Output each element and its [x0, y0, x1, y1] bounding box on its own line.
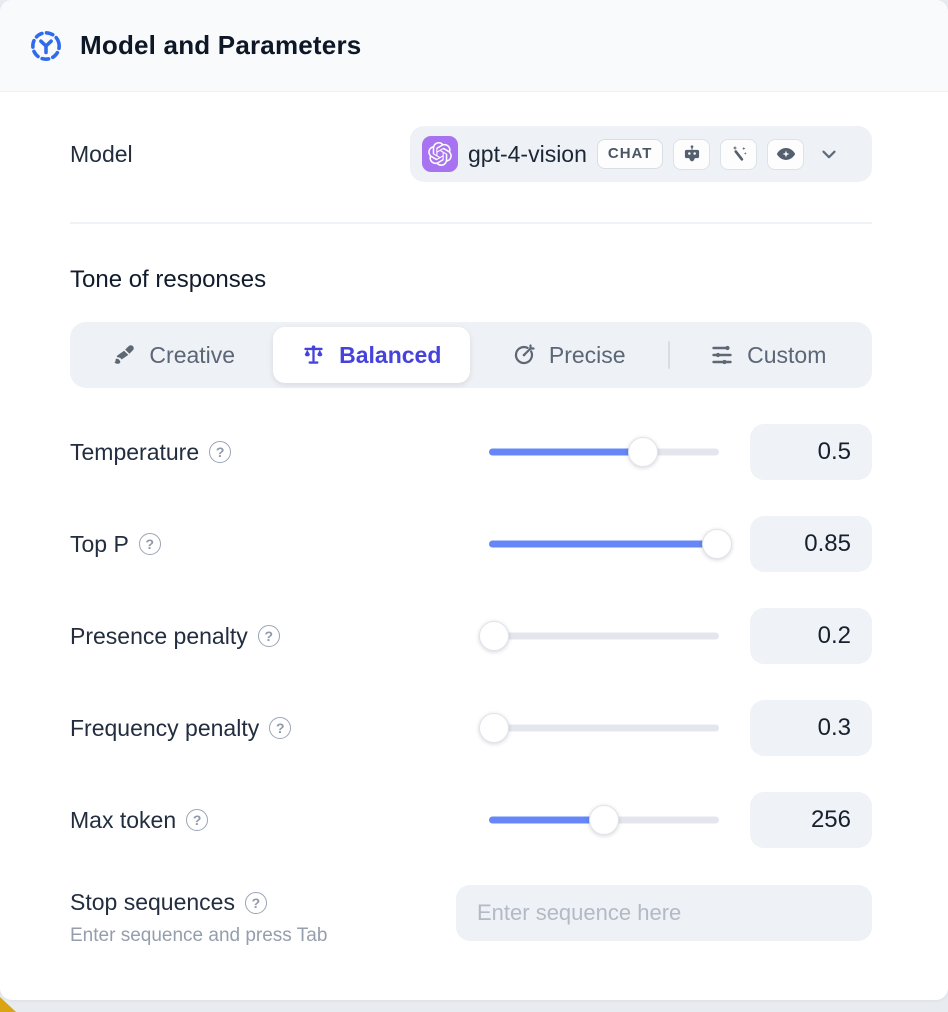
param-row-presence-penalty: Presence penalty ? 0.2 [70, 608, 872, 664]
param-row-top-p: Top P ? 0.85 [70, 516, 872, 572]
temperature-slider[interactable] [489, 437, 719, 467]
frequency-penalty-slider[interactable] [478, 713, 719, 743]
slider-thumb[interactable] [628, 437, 659, 467]
help-icon[interactable]: ? [269, 717, 292, 739]
temperature-value: 0.5 [750, 424, 872, 480]
tab-label: Custom [747, 341, 827, 368]
tab-custom[interactable]: Custom [670, 327, 868, 383]
max-token-value: 256 [750, 792, 872, 848]
sliders-icon [710, 343, 734, 367]
section-divider [70, 222, 872, 224]
param-row-frequency-penalty: Frequency penalty ? 0.3 [70, 700, 872, 756]
tab-label: Creative [149, 341, 236, 368]
temperature-label: Temperature [70, 438, 200, 465]
frequency-penalty-value: 0.3 [750, 700, 872, 756]
vision-eye-icon [767, 138, 805, 170]
help-icon[interactable]: ? [186, 809, 209, 831]
slider-fill [489, 540, 717, 548]
panel-header: Model and Parameters [0, 0, 948, 92]
paintbrush-icon [112, 343, 136, 367]
openai-logo [422, 136, 458, 172]
selected-model-name: gpt-4-vision [468, 140, 587, 167]
top-p-slider[interactable] [489, 529, 732, 559]
model-select-dropdown[interactable]: gpt-4-vision CHAT [410, 126, 872, 182]
presence-penalty-slider[interactable] [478, 621, 719, 651]
model-type-badge: CHAT [596, 139, 664, 169]
tone-heading: Tone of responses [70, 266, 267, 293]
param-row-temperature: Temperature ? 0.5 [70, 424, 872, 480]
stop-sequences-label: Stop sequences [70, 889, 235, 915]
help-icon[interactable]: ? [138, 533, 161, 555]
help-icon[interactable]: ? [257, 625, 280, 647]
slider-thumb[interactable] [701, 529, 732, 559]
slider-track[interactable] [489, 724, 719, 732]
slider-fill [489, 448, 644, 456]
magic-wand-icon [720, 138, 758, 170]
slider-thumb[interactable] [589, 805, 619, 835]
model-row: Model gpt-4-vision CHAT [70, 126, 872, 182]
robot-icon [673, 138, 711, 170]
target-icon [512, 343, 536, 367]
tab-label: Precise [548, 341, 626, 368]
help-icon[interactable]: ? [209, 441, 232, 463]
balance-scale-icon [301, 343, 326, 368]
slider-thumb[interactable] [478, 713, 509, 743]
help-icon[interactable]: ? [244, 891, 267, 914]
top-p-label: Top P [70, 530, 129, 557]
slider-fill [489, 816, 604, 824]
presence-penalty-value: 0.2 [750, 608, 872, 664]
tab-balanced[interactable]: Balanced [272, 327, 470, 383]
tab-label: Balanced [339, 341, 442, 368]
stop-sequence-input[interactable] [456, 885, 872, 941]
stop-sequences-row: Stop sequences ? Enter sequence and pres… [70, 885, 872, 947]
max-token-label: Max token [70, 806, 177, 833]
model-label: Model [70, 140, 133, 167]
slider-track[interactable] [489, 632, 719, 640]
frequency-penalty-label: Frequency penalty [70, 714, 260, 741]
tab-divider [667, 341, 670, 369]
tab-precise[interactable]: Precise [470, 327, 668, 383]
chevron-down-icon[interactable] [818, 143, 840, 165]
stop-sequences-helper-text: Enter sequence and press Tab [70, 925, 328, 946]
presence-penalty-label: Presence penalty [70, 622, 248, 649]
max-token-slider[interactable] [489, 805, 719, 835]
page-title: Model and Parameters [80, 30, 362, 60]
slider-thumb[interactable] [478, 621, 509, 651]
model-hub-icon [28, 28, 64, 64]
tone-tabbar: Creative Balanced [70, 322, 872, 388]
top-p-value: 0.85 [750, 516, 872, 572]
param-row-max-token: Max token ? 256 [70, 792, 872, 848]
tab-creative[interactable]: Creative [75, 327, 273, 383]
